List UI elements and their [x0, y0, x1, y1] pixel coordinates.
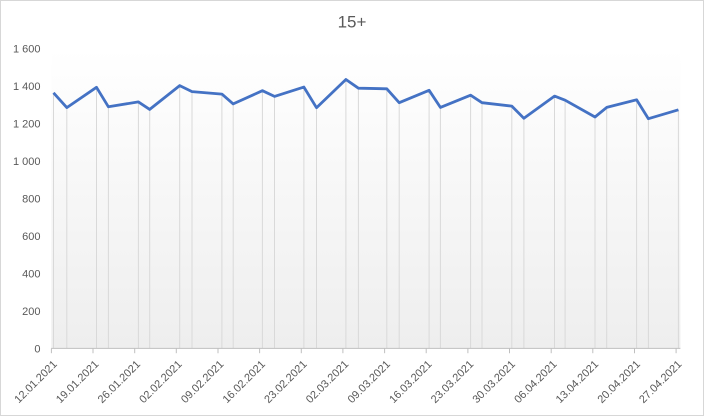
svg-text:12.01.2021: 12.01.2021 [12, 358, 59, 405]
svg-text:27.04.2021: 27.04.2021 [637, 358, 684, 405]
svg-text:02.02.2021: 02.02.2021 [137, 358, 184, 405]
svg-text:200: 200 [22, 306, 40, 318]
svg-text:06.04.2021: 06.04.2021 [512, 358, 559, 405]
svg-text:20.04.2021: 20.04.2021 [596, 358, 643, 405]
svg-text:26.01.2021: 26.01.2021 [96, 358, 143, 405]
svg-text:1 400: 1 400 [13, 81, 41, 93]
svg-text:16.02.2021: 16.02.2021 [221, 358, 268, 405]
svg-text:16.03.2021: 16.03.2021 [387, 358, 434, 405]
svg-text:02.03.2021: 02.03.2021 [304, 358, 351, 405]
svg-text:0: 0 [34, 343, 40, 355]
svg-text:1 000: 1 000 [13, 156, 41, 168]
svg-text:19.01.2021: 19.01.2021 [54, 358, 101, 405]
svg-text:400: 400 [22, 268, 40, 280]
svg-text:23.03.2021: 23.03.2021 [429, 358, 476, 405]
svg-text:23.02.2021: 23.02.2021 [262, 358, 309, 405]
svg-text:600: 600 [22, 231, 40, 243]
svg-text:15+: 15+ [338, 13, 367, 32]
svg-text:1 600: 1 600 [13, 44, 41, 56]
svg-text:800: 800 [22, 193, 40, 205]
svg-text:30.03.2021: 30.03.2021 [471, 358, 518, 405]
svg-text:1 200: 1 200 [13, 119, 41, 131]
svg-text:09.02.2021: 09.02.2021 [179, 358, 226, 405]
svg-text:13.04.2021: 13.04.2021 [554, 358, 601, 405]
svg-text:09.03.2021: 09.03.2021 [346, 358, 393, 405]
